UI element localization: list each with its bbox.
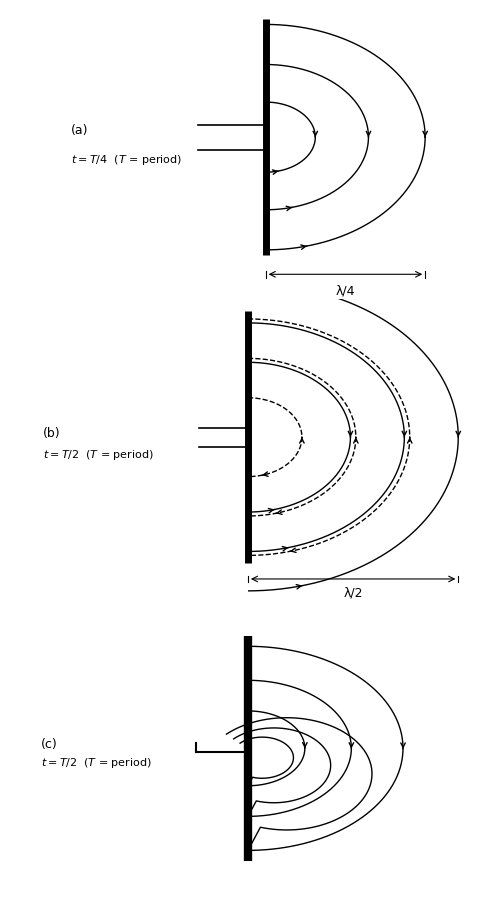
Text: $t = T/4$  ($T$ = period): $t = T/4$ ($T$ = period): [71, 153, 182, 167]
Text: (a): (a): [71, 125, 88, 137]
Text: (b): (b): [43, 427, 61, 440]
Text: $t = T/2$  ($T$ = period): $t = T/2$ ($T$ = period): [41, 756, 152, 770]
Text: λ/2: λ/2: [343, 587, 363, 600]
Text: λ/4: λ/4: [336, 285, 355, 297]
Text: $t = T/2$  ($T$ = period): $t = T/2$ ($T$ = period): [43, 447, 154, 462]
Text: (c): (c): [41, 738, 58, 752]
